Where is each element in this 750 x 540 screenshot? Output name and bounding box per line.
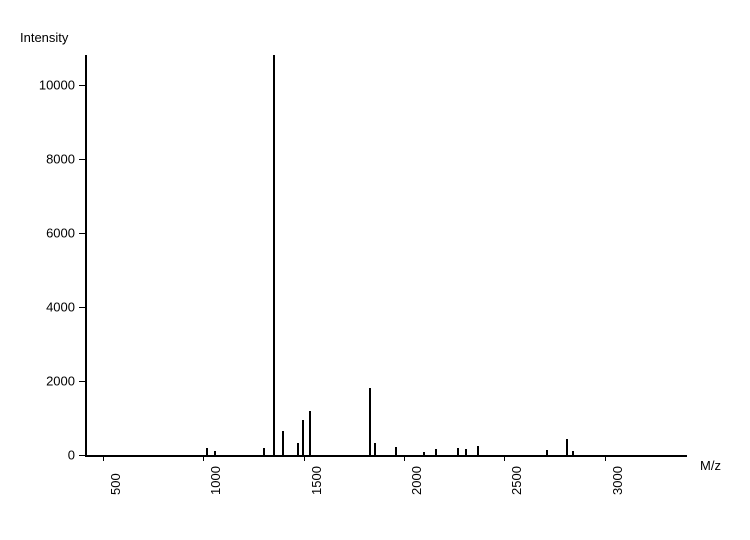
peak-bar [214, 451, 216, 455]
x-tick-mark [404, 455, 405, 461]
peak-bar [572, 451, 574, 455]
x-tick-label: 1500 [309, 466, 324, 495]
mass-spectrum-chart: Intensity M/z 0 2000 4000 6000 8000 10000 500… [0, 0, 750, 540]
y-tick-label: 6000 [15, 225, 75, 240]
peak-bar [273, 55, 275, 455]
plot-area [85, 55, 685, 455]
x-tick-mark [504, 455, 505, 461]
x-tick-mark [203, 455, 204, 461]
x-tick-mark [605, 455, 606, 461]
y-tick-label: 2000 [15, 373, 75, 388]
peak-bar [282, 431, 284, 455]
peak-bar [395, 447, 397, 455]
peak-bar [423, 452, 425, 455]
x-tick-label: 2500 [509, 466, 524, 495]
peak-bar [374, 443, 376, 455]
x-axis-title: M/z [700, 458, 721, 473]
peak-bar [302, 420, 304, 455]
y-tick-label: 10000 [15, 77, 75, 92]
y-tick-label: 8000 [15, 151, 75, 166]
peak-bar [477, 446, 479, 455]
peak-bar [546, 450, 548, 455]
peak-bar [566, 439, 568, 455]
peak-bar [263, 448, 265, 455]
peak-bar [435, 449, 437, 455]
peak-bar [297, 443, 299, 455]
x-tick-mark [304, 455, 305, 461]
peak-bar [457, 448, 459, 455]
y-axis-title: Intensity [20, 30, 68, 45]
peak-bar [465, 449, 467, 455]
x-tick-label: 2000 [409, 466, 424, 495]
peak-bar [369, 388, 371, 455]
y-tick-mark [79, 455, 85, 456]
peak-bar [309, 411, 311, 455]
peak-bar [206, 448, 208, 455]
y-tick-label: 4000 [15, 299, 75, 314]
x-tick-label: 1000 [208, 466, 223, 495]
x-axis-line [85, 455, 687, 457]
x-tick-label: 3000 [610, 466, 625, 495]
x-tick-label: 500 [108, 473, 123, 495]
y-tick-label: 0 [15, 448, 75, 463]
x-tick-mark [103, 455, 104, 461]
